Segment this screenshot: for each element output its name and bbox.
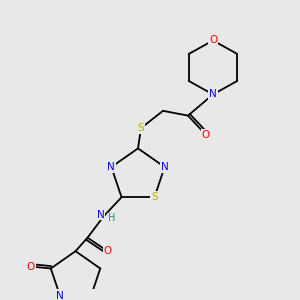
Text: O: O (209, 35, 217, 46)
Text: O: O (27, 262, 35, 272)
Text: S: S (138, 123, 144, 133)
Text: O: O (202, 130, 210, 140)
Text: O: O (103, 246, 112, 256)
Text: S: S (151, 192, 158, 202)
Text: N: N (56, 292, 64, 300)
Text: N: N (209, 89, 217, 99)
Text: N: N (107, 162, 115, 172)
Text: H: H (108, 213, 115, 224)
Text: N: N (161, 162, 169, 172)
Text: N: N (97, 209, 104, 220)
